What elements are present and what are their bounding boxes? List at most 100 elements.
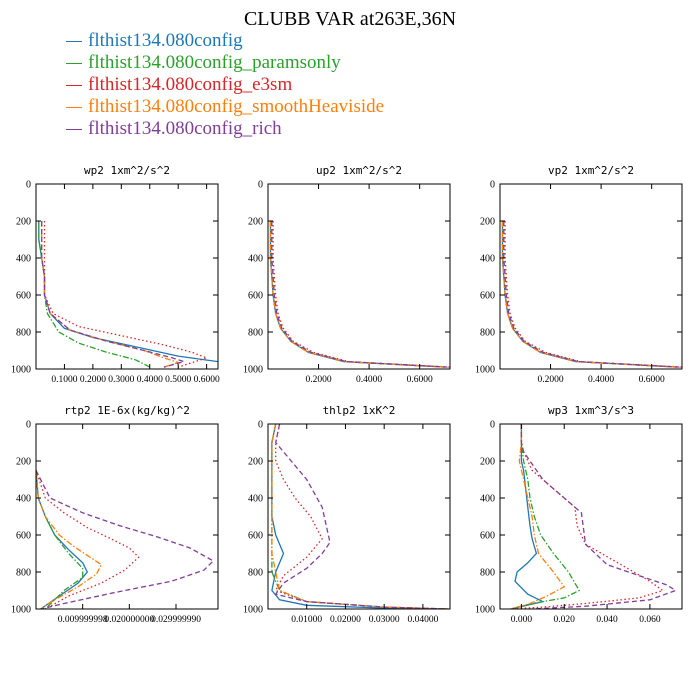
series-line (510, 424, 665, 609)
legend-swatch (66, 85, 82, 87)
x-tick-label: 0.4000 (588, 375, 614, 385)
y-tick-label: 1000 (475, 605, 495, 616)
panel-5: thlp2 1xK^2 0 200 400 600 800 1000 0.01000 0.020… (243, 404, 451, 625)
x-tick-label: 0.01000 (291, 615, 322, 625)
series-line (36, 470, 215, 609)
x-tick-label: 0.029999990 (151, 615, 201, 625)
panel-title: thlp2 1xK^2 (323, 404, 396, 417)
y-tick-label: 200 (248, 457, 263, 468)
series-line (38, 221, 151, 368)
series-group (269, 221, 450, 368)
panel-title: vp2 1xm^2/s^2 (548, 164, 634, 177)
x-tick-label: 0.2000 (305, 375, 331, 385)
panel-4: rtp2 1E-6x(kg/kg)^2 0 200 400 600 800 1000 0.00… (11, 404, 219, 625)
legend-item: flthist134.080config_rich (66, 118, 384, 140)
plot-frame (267, 423, 451, 610)
x-tick-label: 0.020 (554, 615, 576, 625)
figure-title: CLUBB VAR at263E,36N (243, 8, 457, 30)
y-tick-label: 800 (16, 328, 31, 339)
y-tick-label: 1000 (475, 365, 495, 376)
series-group (501, 221, 682, 368)
y-tick-label: 200 (16, 457, 31, 468)
series-line (510, 424, 545, 609)
x-tick-label: 0.060 (639, 615, 661, 625)
series-line (510, 424, 581, 609)
y-tick-label: 200 (480, 457, 495, 468)
y-tick-label: 1000 (11, 365, 31, 376)
y-tick-label: 400 (248, 254, 263, 265)
x-tick-label: 0.6000 (194, 375, 220, 385)
x-tick-label: 0.2000 (537, 375, 563, 385)
x-tick-label: 0.02000 (330, 615, 361, 625)
series-line (36, 470, 89, 609)
series-line (271, 424, 450, 609)
series-line (41, 221, 181, 368)
x-tick-label: 0.040 (596, 615, 618, 625)
x-tick-label: 0.4000 (356, 375, 382, 385)
y-tick-label: 800 (248, 328, 263, 339)
series-line (504, 221, 682, 368)
panel-title: rtp2 1E-6x(kg/kg)^2 (64, 404, 190, 417)
legend: flthist134.080config flthist134.080config… (66, 30, 384, 140)
legend-label: flthist134.080config (88, 30, 243, 51)
y-tick-label: 600 (16, 531, 31, 542)
legend-label: flthist134.080config_e3sm (88, 74, 293, 95)
panel-title: wp2 1xm^2/s^2 (84, 164, 170, 177)
y-tick-label: 800 (16, 568, 31, 579)
series-line (274, 424, 447, 609)
x-tick-label: 0.1000 (51, 375, 77, 385)
series-line (271, 424, 443, 609)
x-tick-label: 0.4000 (137, 375, 163, 385)
panel-title: wp3 1xm^3/s^3 (548, 404, 634, 417)
y-tick-label: 600 (248, 291, 263, 302)
y-tick-label: 600 (480, 531, 495, 542)
series-line (41, 221, 187, 368)
y-tick-label: 200 (16, 217, 31, 228)
series-line (503, 221, 680, 368)
legend-label: flthist134.080config_rich (88, 118, 282, 139)
x-tick-label: 0.04000 (407, 615, 438, 625)
legend-item: flthist134.080config_e3sm (66, 74, 384, 96)
y-tick-label: 800 (248, 568, 263, 579)
legend-item: flthist134.080config_smoothHeaviside (66, 96, 384, 118)
series-group (271, 424, 450, 609)
panel-title: up2 1xm^2/s^2 (316, 164, 402, 177)
x-tick-label: 0.009999998 (58, 615, 108, 625)
plot-frame (499, 423, 683, 610)
y-tick-label: 0 (490, 180, 495, 191)
legend-label: flthist134.080config_smoothHeaviside (88, 96, 385, 117)
y-tick-label: 1000 (243, 605, 263, 616)
series-line (501, 221, 677, 368)
x-tick-label: 0.6000 (639, 375, 665, 385)
y-tick-label: 400 (248, 494, 263, 505)
panel-2: up2 1xm^2/s^2 0 200 400 600 800 1000 0.2000 0.40… (243, 164, 451, 385)
x-tick-label: 0.6000 (407, 375, 433, 385)
y-tick-label: 0 (258, 420, 263, 431)
series-line (274, 424, 447, 609)
x-tick-label: 0.5000 (165, 375, 191, 385)
legend-item: flthist134.080config (66, 30, 384, 52)
series-line (36, 470, 140, 609)
series-group (510, 424, 678, 609)
series-line (38, 221, 218, 363)
y-tick-label: 1000 (243, 365, 263, 376)
y-tick-label: 0 (26, 180, 31, 191)
y-tick-label: 400 (480, 494, 495, 505)
series-line (43, 221, 209, 368)
x-tick-label: 0.2000 (80, 375, 106, 385)
y-tick-label: 400 (16, 494, 31, 505)
series-group (36, 470, 215, 609)
y-tick-label: 600 (16, 291, 31, 302)
plot-frame (35, 423, 219, 610)
x-tick-label: 0.3000 (108, 375, 134, 385)
y-tick-label: 0 (26, 420, 31, 431)
y-tick-label: 200 (248, 217, 263, 228)
series-line (271, 424, 447, 609)
series-line (510, 424, 566, 609)
series-group (38, 221, 218, 368)
y-tick-label: 400 (16, 254, 31, 265)
y-tick-label: 800 (480, 328, 495, 339)
x-tick-label: 0.020000000 (104, 615, 154, 625)
y-tick-label: 0 (490, 420, 495, 431)
